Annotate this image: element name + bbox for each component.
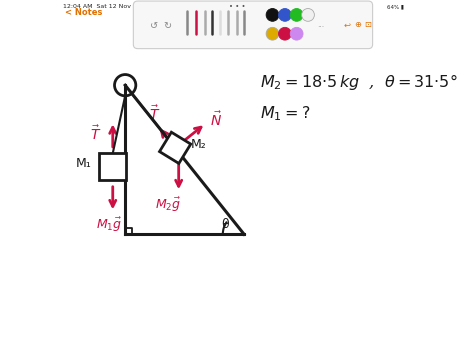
Text: ↺: ↺ [149, 21, 158, 31]
Circle shape [290, 9, 303, 21]
Text: M₁: M₁ [75, 157, 91, 170]
Text: $M_2 = 18{\cdot}5\,\mathit{kg}$  ,  $\theta = 31{\cdot}5°$: $M_2 = 18{\cdot}5\,\mathit{kg}$ , $\thet… [260, 72, 458, 92]
Text: • • •: • • • [229, 4, 245, 10]
Circle shape [266, 9, 279, 21]
Text: $\vec{T}$: $\vec{T}$ [90, 125, 101, 143]
Circle shape [279, 27, 292, 40]
Text: < Notes: < Notes [65, 8, 102, 17]
Text: 64% ▮: 64% ▮ [387, 4, 404, 9]
Text: $M_1 = ?$: $M_1 = ?$ [260, 104, 310, 123]
FancyBboxPatch shape [133, 1, 373, 49]
Circle shape [301, 9, 314, 21]
Text: ↻: ↻ [164, 21, 172, 31]
Bar [99, 153, 126, 180]
Text: $\vec{N}$: $\vec{N}$ [210, 111, 222, 129]
Circle shape [279, 9, 292, 21]
Text: ⊡: ⊡ [364, 20, 371, 29]
Circle shape [290, 27, 303, 40]
Polygon shape [160, 132, 191, 163]
Text: ⊕: ⊕ [354, 20, 361, 29]
Text: ...: ... [317, 20, 324, 29]
Text: 12:04 AM  Sat 12 Nov: 12:04 AM Sat 12 Nov [63, 4, 131, 9]
Text: ↩: ↩ [344, 20, 351, 29]
Circle shape [266, 27, 279, 40]
Text: $M_1\vec{g}$: $M_1\vec{g}$ [96, 215, 122, 234]
Text: $\vec{T}$: $\vec{T}$ [149, 104, 160, 123]
Text: $M_2\vec{g}$: $M_2\vec{g}$ [155, 196, 181, 214]
Text: θ: θ [221, 218, 228, 231]
Text: M₂: M₂ [191, 138, 206, 151]
